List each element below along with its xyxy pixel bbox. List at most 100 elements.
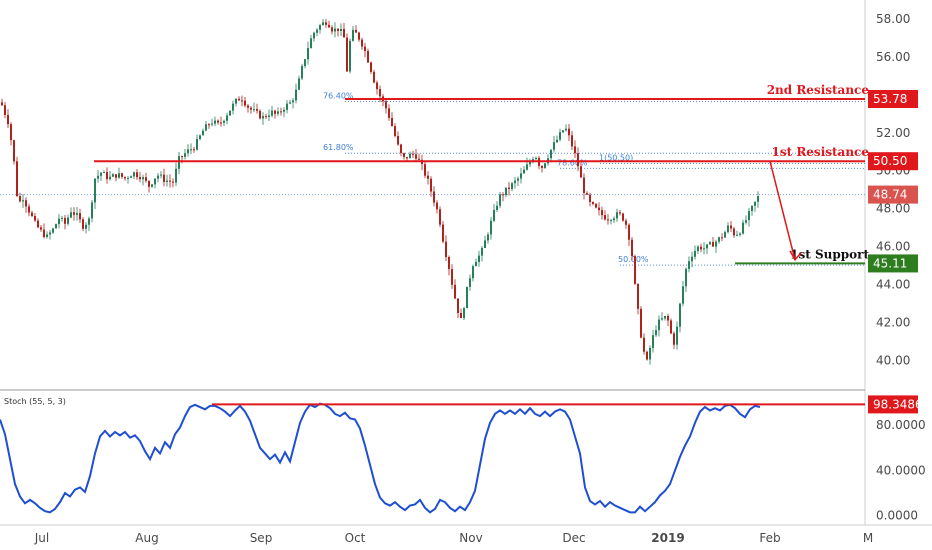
candle-body: [163, 174, 165, 182]
candle-body: [313, 32, 315, 39]
candle-body: [85, 224, 87, 229]
candle-body: [31, 212, 33, 217]
candle-body: [526, 164, 528, 170]
price-tick-label: 52.00: [876, 126, 910, 140]
candle-body: [643, 337, 645, 352]
candle-body: [460, 312, 462, 319]
candle-body: [685, 268, 687, 287]
candle-body: [430, 178, 432, 192]
candle-body: [118, 173, 120, 178]
candle-body: [55, 224, 57, 229]
candle-body: [199, 135, 201, 139]
candle-body: [445, 241, 447, 258]
candle-body: [112, 174, 114, 177]
candle-body: [721, 237, 723, 239]
candle-body: [34, 216, 36, 221]
candle-body: [469, 278, 471, 287]
candle-body: [49, 232, 51, 235]
candle-body: [211, 123, 213, 125]
candle-body: [265, 116, 267, 118]
candle-body: [328, 24, 330, 28]
candle-body: [427, 175, 429, 179]
candle-body: [70, 212, 72, 218]
level-label: 2nd Resistance: [767, 83, 870, 97]
candle-body: [121, 173, 123, 177]
candle-body: [559, 132, 561, 140]
price-tick-label: 56.00: [876, 50, 910, 64]
candle-body: [82, 219, 84, 229]
candle-body: [91, 202, 93, 219]
candle-body: [544, 163, 546, 168]
candle-body: [415, 154, 417, 159]
candle-body: [436, 202, 438, 210]
candle-body: [334, 28, 336, 32]
candle-body: [754, 201, 756, 206]
candle-body: [745, 220, 747, 223]
fib-level-label: 1(50.50): [599, 153, 633, 162]
candle-body: [268, 115, 270, 117]
time-tick-label: 2019: [651, 531, 684, 545]
candle-body: [400, 144, 402, 154]
time-tick-label: M: [863, 531, 873, 545]
candle-body: [148, 180, 150, 187]
candle-body: [139, 177, 141, 180]
candle-body: [283, 109, 285, 112]
candle-body: [397, 135, 399, 145]
candle-body: [196, 138, 198, 150]
candle-body: [172, 181, 174, 183]
candle-body: [358, 32, 360, 40]
candle-body: [319, 25, 321, 30]
candle-body: [481, 247, 483, 256]
candle-body: [193, 149, 195, 151]
candle-body: [244, 100, 246, 106]
candle-body: [310, 38, 312, 49]
candle-body: [433, 191, 435, 203]
candle-body: [178, 156, 180, 169]
candle-body: [322, 22, 324, 26]
candle-body: [646, 351, 648, 360]
candle-body: [301, 66, 303, 79]
candle-body: [103, 172, 105, 174]
price-badge-text: 53.78: [873, 92, 907, 106]
candle-body: [100, 172, 102, 176]
price-tick-label: 40.00: [876, 353, 910, 367]
candle-body: [394, 126, 396, 136]
candle-body: [604, 215, 606, 220]
candle-body: [712, 242, 714, 247]
candle-body: [46, 234, 48, 238]
candle-body: [307, 48, 309, 60]
candle-body: [214, 120, 216, 124]
candle-body: [637, 283, 639, 309]
candle-body: [274, 110, 276, 114]
candle-body: [1, 102, 3, 106]
candle-body: [10, 124, 12, 141]
candle-body: [490, 220, 492, 235]
candle-body: [247, 105, 249, 108]
candle-body: [385, 101, 387, 109]
candle-body: [457, 298, 459, 313]
candle-body: [676, 326, 678, 345]
candle-body: [505, 187, 507, 196]
candle-body: [208, 124, 210, 126]
candle-body: [130, 176, 132, 178]
candle-body: [184, 153, 186, 157]
candle-body: [13, 140, 15, 162]
candle-body: [607, 219, 609, 221]
candle-body: [337, 28, 339, 31]
candle-body: [610, 220, 612, 222]
candle-body: [496, 205, 498, 210]
price-tick-label: 42.00: [876, 315, 910, 329]
candle-body: [43, 229, 45, 238]
candle-body: [349, 40, 351, 72]
candle-body: [529, 161, 531, 165]
candle-body: [190, 149, 192, 151]
price-badge: [868, 90, 918, 108]
candle-body: [145, 177, 147, 181]
candle-body: [598, 207, 600, 211]
candle-body: [508, 187, 510, 189]
price-badges: 53.78 50.50 45.11 48.74 98.3486: [868, 90, 923, 414]
candle-body: [451, 269, 453, 285]
candle-body: [589, 194, 591, 202]
candle-body: [478, 255, 480, 263]
candle-body: [136, 172, 138, 178]
